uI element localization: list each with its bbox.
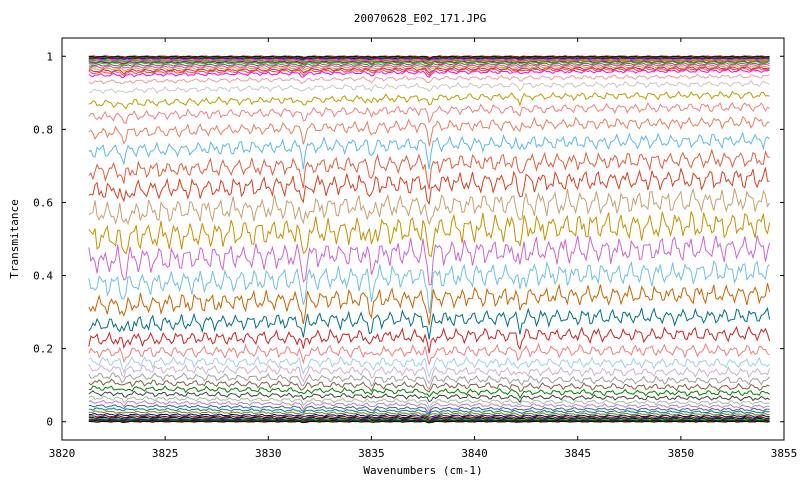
series-line xyxy=(88,307,771,340)
x-axis-label: Wavenumbers (cm-1) xyxy=(363,464,482,477)
plot-area xyxy=(61,37,785,441)
series-line xyxy=(88,67,770,77)
series-line xyxy=(88,399,770,413)
y-tick-label: 0.2 xyxy=(33,343,53,356)
x-tick-label: 3820 xyxy=(49,447,76,460)
series-line xyxy=(88,407,770,415)
series-line xyxy=(88,385,770,399)
x-tick-label: 3855 xyxy=(771,447,798,460)
y-tick-label: 0.6 xyxy=(33,196,53,209)
series-line xyxy=(88,131,770,170)
series-line xyxy=(88,355,770,379)
series-line xyxy=(88,211,771,258)
series-line xyxy=(88,59,770,64)
series-line xyxy=(88,378,770,393)
series-line xyxy=(88,420,770,424)
series-line xyxy=(88,68,770,79)
series-line xyxy=(88,167,770,206)
y-tick-label: 0 xyxy=(46,416,53,429)
series-line xyxy=(88,390,770,403)
series-line xyxy=(88,63,770,70)
series-line xyxy=(88,325,771,354)
series-line xyxy=(88,62,770,68)
series-layer xyxy=(88,55,771,424)
series-line xyxy=(88,342,770,366)
series-line xyxy=(88,79,770,95)
series-line xyxy=(88,187,770,226)
series-line xyxy=(88,404,770,415)
x-tick-label: 3840 xyxy=(461,447,488,460)
x-tick-label: 3835 xyxy=(358,447,385,460)
series-line xyxy=(88,101,770,124)
series-line xyxy=(88,372,770,391)
series-line xyxy=(88,64,770,72)
series-line xyxy=(88,412,770,418)
y-tick-label: 0.4 xyxy=(33,270,53,283)
y-tick-label: 1 xyxy=(46,50,53,63)
y-tick-label: 0.8 xyxy=(33,123,53,136)
x-tick-label: 3850 xyxy=(668,447,695,460)
series-line xyxy=(88,416,770,422)
series-line xyxy=(88,414,770,420)
series-line xyxy=(88,55,770,60)
series-line xyxy=(88,364,771,385)
series-line xyxy=(88,56,770,61)
x-tick-label: 3845 xyxy=(564,447,591,460)
series-line xyxy=(88,282,771,326)
x-axis: 3820 3825 3830 3835 3840 3845 3850 3855 xyxy=(49,38,798,460)
series-line xyxy=(88,115,770,147)
chart-title: 20070628_E02_171.JPG xyxy=(354,12,486,25)
series-line xyxy=(88,55,770,58)
series-line xyxy=(88,90,770,110)
x-tick-label: 3830 xyxy=(255,447,282,460)
y-axis-label: Transmitance xyxy=(8,199,21,278)
series-line xyxy=(88,410,770,417)
series-line xyxy=(88,395,770,409)
x-tick-label: 3825 xyxy=(152,447,179,460)
series-line xyxy=(88,259,770,314)
series-line xyxy=(88,148,770,190)
series-line xyxy=(88,60,770,66)
y-axis: 0 0.2 0.4 0.6 0.8 1 xyxy=(33,50,784,429)
series-line xyxy=(88,73,770,85)
series-line xyxy=(88,235,771,286)
